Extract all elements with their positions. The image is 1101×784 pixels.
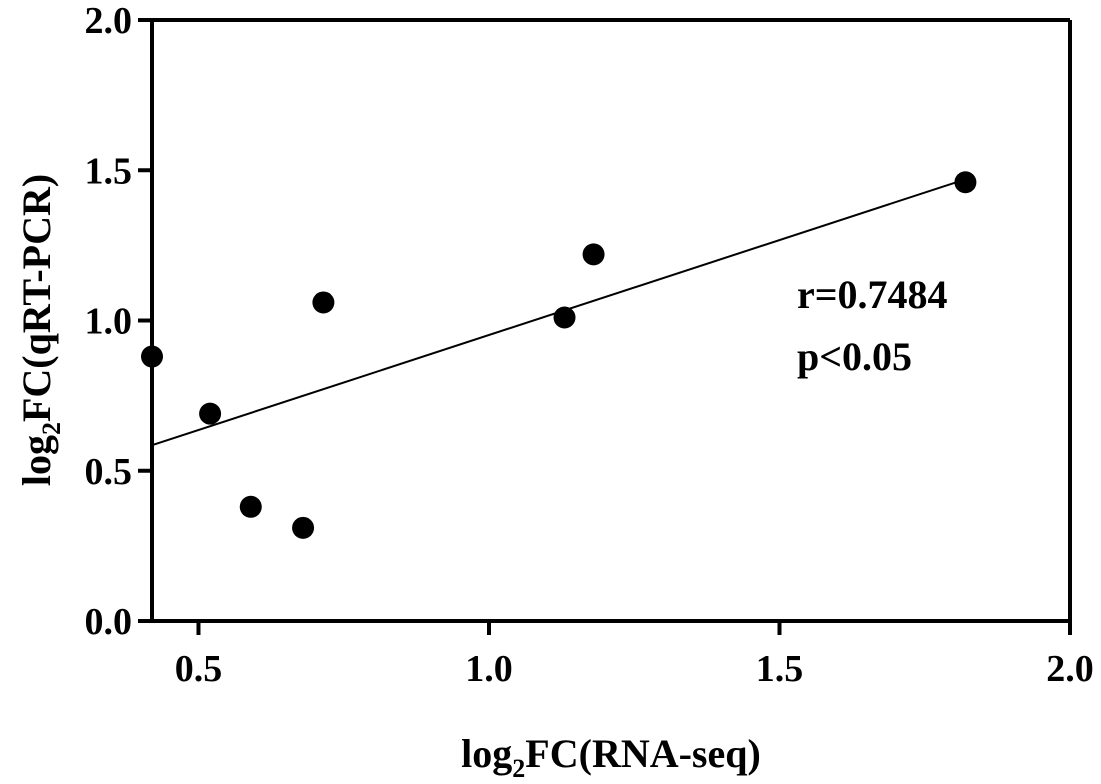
data-point — [312, 291, 335, 314]
x-tick-label: 1.5 — [756, 648, 804, 690]
data-point — [954, 171, 977, 194]
y-title-subscript: 2 — [37, 422, 66, 435]
y-title-prefix: log — [14, 435, 59, 486]
x-title-suffix: FC(RNA-seq) — [525, 731, 761, 776]
data-point — [292, 516, 315, 539]
x-ticks: 0.5 1.0 1.5 2.0 — [175, 621, 1094, 690]
p-value-annotation: p<0.05 — [797, 334, 912, 379]
x-axis-title: log2FC(RNA-seq) — [461, 731, 761, 783]
x-title-subscript: 2 — [512, 754, 525, 783]
axes — [150, 18, 1072, 623]
y-title-suffix: FC(qRT-PCR) — [14, 174, 59, 422]
y-ticks: 0.0 0.5 1.0 1.5 2.0 — [85, 0, 152, 643]
y-tick-label: 0.5 — [85, 451, 133, 493]
y-tick-label: 2.0 — [85, 0, 133, 42]
y-tick-label: 1.5 — [85, 150, 133, 192]
y-tick-label: 0.0 — [85, 601, 133, 643]
data-point — [141, 345, 163, 368]
data-point — [239, 495, 262, 518]
correlation-annotation: r=0.7484 — [797, 272, 948, 317]
x-title-prefix: log — [461, 731, 512, 776]
x-tick-label: 1.0 — [465, 648, 513, 690]
data-point — [553, 306, 576, 329]
x-tick-label: 2.0 — [1046, 648, 1094, 690]
x-tick-label: 0.5 — [175, 648, 223, 690]
y-axis-title: log2FC(qRT-PCR) — [14, 174, 66, 486]
data-point — [199, 402, 222, 425]
y-tick-label: 1.0 — [85, 301, 133, 343]
data-points — [141, 171, 977, 539]
data-point — [582, 243, 605, 266]
